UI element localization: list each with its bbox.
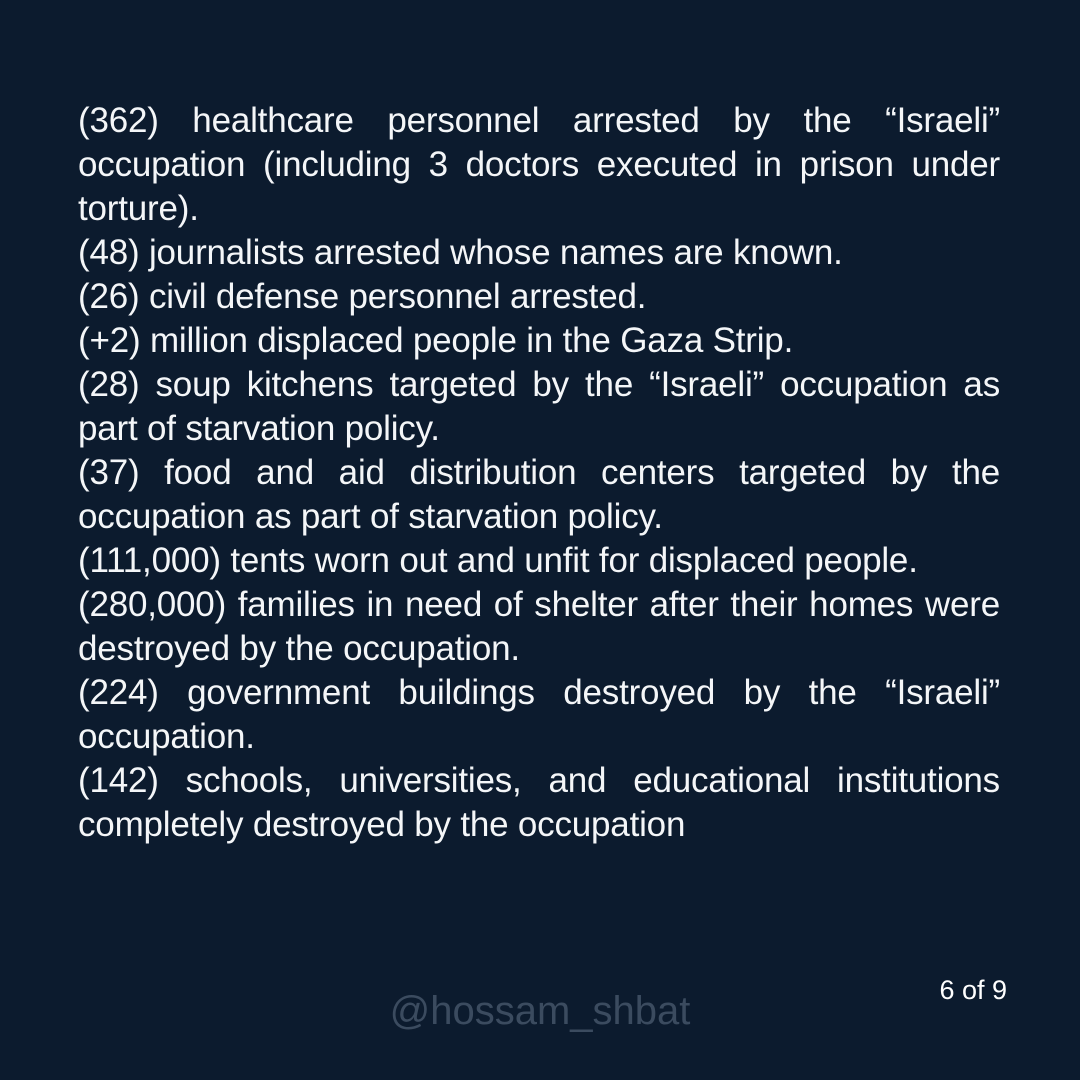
- stat-line: (37) food and aid distribution centers t…: [78, 453, 1000, 536]
- stat-line: (224) government buildings destroyed by …: [78, 673, 1000, 756]
- page-indicator: 6 of 9: [939, 975, 1007, 1005]
- stat-line: (48) journalists arrested whose names ar…: [78, 233, 843, 272]
- watermark-handle: @hossam_shbat: [389, 989, 691, 1033]
- stat-line: (+2) million displaced people in the Gaz…: [78, 321, 794, 360]
- stat-line: (26) civil defense personnel arrested.: [78, 277, 647, 316]
- stat-line: (111,000) tents worn out and unfit for d…: [78, 541, 918, 580]
- stat-line: (142) schools, universities, and educati…: [78, 761, 1000, 844]
- stat-line: (362) healthcare personnel arrested by t…: [78, 101, 1000, 228]
- stat-line: (28) soup kitchens targeted by the “Isra…: [78, 365, 1000, 448]
- stat-line: (280,000) families in need of shelter af…: [78, 585, 1000, 668]
- statistics-list: (362) healthcare personnel arrested by t…: [78, 99, 1000, 847]
